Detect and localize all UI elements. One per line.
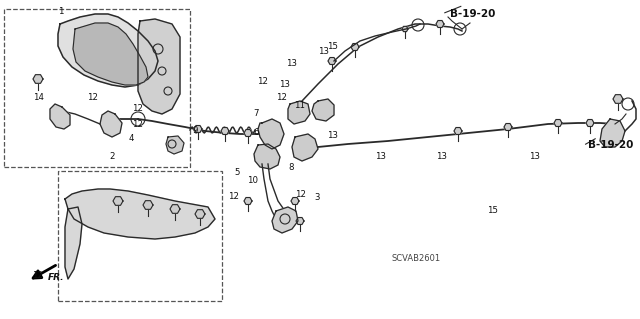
Text: 14: 14 bbox=[33, 93, 44, 102]
Text: 10: 10 bbox=[247, 176, 259, 185]
Text: 9: 9 bbox=[193, 126, 198, 135]
Polygon shape bbox=[170, 205, 180, 213]
Text: 13: 13 bbox=[279, 80, 291, 89]
Text: 3: 3 bbox=[314, 193, 319, 202]
Text: 12: 12 bbox=[87, 93, 99, 102]
Text: 6: 6 bbox=[253, 128, 259, 137]
Text: 8: 8 bbox=[289, 163, 294, 172]
Bar bbox=[4, 9, 190, 167]
Polygon shape bbox=[100, 111, 122, 137]
Text: 5: 5 bbox=[234, 168, 239, 177]
Polygon shape bbox=[244, 197, 252, 204]
Text: 12: 12 bbox=[295, 190, 307, 199]
Text: 7: 7 bbox=[253, 109, 259, 118]
Text: 12: 12 bbox=[132, 104, 143, 113]
Text: 11: 11 bbox=[294, 101, 305, 110]
Text: 13: 13 bbox=[317, 47, 329, 56]
Polygon shape bbox=[288, 101, 310, 124]
Polygon shape bbox=[296, 218, 304, 225]
Polygon shape bbox=[272, 207, 298, 233]
Text: 1: 1 bbox=[58, 7, 63, 16]
Polygon shape bbox=[600, 119, 625, 147]
Polygon shape bbox=[194, 126, 202, 132]
Text: 12: 12 bbox=[31, 271, 43, 280]
Text: 13: 13 bbox=[327, 131, 339, 140]
Text: 2: 2 bbox=[109, 152, 115, 161]
Text: 12: 12 bbox=[257, 77, 268, 86]
Text: 15: 15 bbox=[327, 42, 339, 51]
Polygon shape bbox=[436, 20, 444, 27]
Polygon shape bbox=[143, 201, 153, 209]
Polygon shape bbox=[351, 43, 359, 50]
Bar bbox=[58, 171, 222, 301]
Polygon shape bbox=[613, 95, 623, 103]
Text: B-19-20: B-19-20 bbox=[450, 9, 495, 19]
Polygon shape bbox=[454, 128, 462, 135]
Polygon shape bbox=[244, 130, 252, 137]
Polygon shape bbox=[258, 119, 284, 149]
Polygon shape bbox=[33, 75, 43, 83]
Polygon shape bbox=[328, 57, 336, 64]
Polygon shape bbox=[113, 197, 123, 205]
Text: B-19-20: B-19-20 bbox=[588, 140, 633, 150]
Polygon shape bbox=[586, 120, 594, 126]
Text: 13: 13 bbox=[436, 152, 447, 161]
Text: 12: 12 bbox=[132, 120, 143, 129]
Text: 4: 4 bbox=[129, 134, 134, 143]
Polygon shape bbox=[554, 120, 562, 126]
Polygon shape bbox=[291, 197, 299, 204]
Text: 13: 13 bbox=[285, 59, 297, 68]
Polygon shape bbox=[50, 104, 70, 129]
Polygon shape bbox=[504, 123, 512, 130]
Text: 15: 15 bbox=[487, 206, 499, 215]
Text: 13: 13 bbox=[375, 152, 387, 161]
Polygon shape bbox=[65, 189, 215, 239]
Text: 12: 12 bbox=[276, 93, 287, 102]
Polygon shape bbox=[138, 19, 180, 114]
Text: SCVAB2601: SCVAB2601 bbox=[392, 254, 440, 263]
Text: 12: 12 bbox=[228, 192, 239, 201]
Polygon shape bbox=[312, 99, 334, 121]
Polygon shape bbox=[221, 128, 229, 135]
Polygon shape bbox=[402, 26, 408, 32]
Polygon shape bbox=[195, 210, 205, 218]
Text: 13: 13 bbox=[529, 152, 540, 161]
Polygon shape bbox=[292, 134, 318, 161]
Polygon shape bbox=[65, 207, 82, 279]
Polygon shape bbox=[166, 136, 184, 154]
Polygon shape bbox=[254, 144, 280, 169]
Text: FR.: FR. bbox=[48, 273, 65, 282]
Polygon shape bbox=[58, 14, 158, 87]
Polygon shape bbox=[73, 23, 148, 85]
